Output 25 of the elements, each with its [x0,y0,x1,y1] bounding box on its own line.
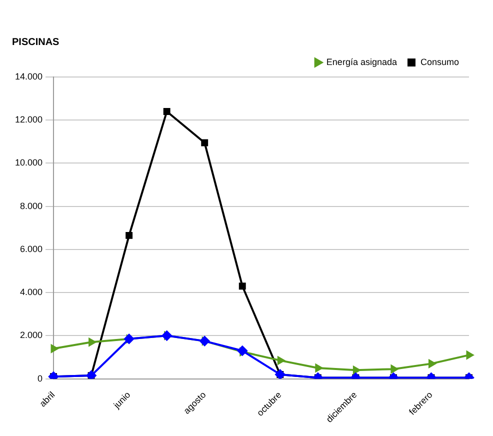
point [352,366,360,374]
legend-label: Energía asignada [326,56,397,67]
y-tick-label: 0 [38,373,43,384]
chart-title: PISCINAS [12,36,60,48]
point [277,356,285,364]
y-tick-label: 14.000 [14,71,43,82]
point [88,338,96,346]
y-tick-label: 12.000 [14,114,43,125]
point [238,282,246,290]
point [50,344,58,353]
y-tick-label: 8.000 [20,200,43,211]
legend-label: Consumo [420,56,460,67]
y-tick-label: 10.000 [14,158,43,168]
point [466,351,474,360]
point [428,360,436,368]
point [162,330,172,341]
point [126,232,133,239]
point [163,108,170,115]
y-tick-label: 6.000 [20,244,43,254]
point [201,139,208,146]
y-tick-label: 2.000 [20,330,43,340]
point [237,346,248,356]
y-tick-label: 4.000 [20,287,43,298]
point [315,364,322,372]
point [390,365,398,374]
